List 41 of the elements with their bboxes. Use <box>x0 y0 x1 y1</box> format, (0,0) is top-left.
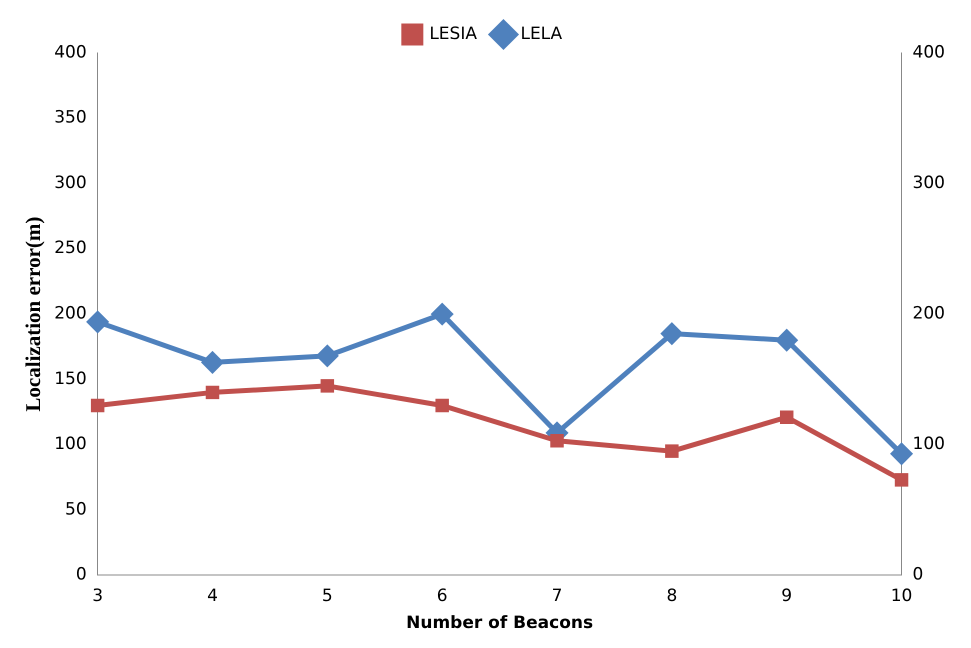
legend-label: LELA <box>520 24 563 44</box>
point <box>206 386 220 400</box>
y-tick-label: 250 <box>54 238 87 258</box>
x-axis-title: Number of Beacons <box>406 613 594 634</box>
point <box>894 473 908 487</box>
y-tick-label: 50 <box>65 499 87 520</box>
point <box>665 444 679 458</box>
y-tick-label: 200 <box>54 304 87 324</box>
point <box>87 311 108 332</box>
point <box>661 323 682 344</box>
point <box>432 304 453 325</box>
y2-tick-label: 400 <box>912 42 946 62</box>
legend-label: LESIA <box>429 24 478 44</box>
point <box>550 434 564 448</box>
point <box>320 379 334 393</box>
y-tick-label: 150 <box>54 368 87 389</box>
point <box>891 443 912 464</box>
x-tick-label: 4 <box>207 586 218 606</box>
point <box>316 345 338 366</box>
y2-tick-label: 200 <box>912 304 946 324</box>
x-tick-label: 10 <box>890 586 912 606</box>
x-tick-label: 7 <box>552 586 562 606</box>
y-tick-label: 350 <box>54 108 87 128</box>
y-tick-label: 300 <box>54 172 87 193</box>
x-tick-label: 8 <box>666 586 678 606</box>
y2-tick-label: 300 <box>912 172 946 193</box>
point <box>90 398 104 412</box>
y-tick-label: 400 <box>54 42 87 62</box>
x-tick-label: 5 <box>322 586 333 606</box>
y-axis-title: Localization error(m) <box>21 216 46 412</box>
y2-tick-label: 100 <box>912 434 946 454</box>
point <box>435 398 449 412</box>
point <box>776 330 798 351</box>
x-tick-label: 9 <box>781 586 792 606</box>
point <box>202 352 223 373</box>
y2-tick-label: 0 <box>912 564 924 585</box>
x-tick-label: 3 <box>92 586 104 606</box>
point <box>780 410 794 424</box>
x-tick-label: 6 <box>436 586 448 606</box>
y-tick-label: 0 <box>76 564 87 585</box>
y-tick-label: 100 <box>54 434 87 454</box>
